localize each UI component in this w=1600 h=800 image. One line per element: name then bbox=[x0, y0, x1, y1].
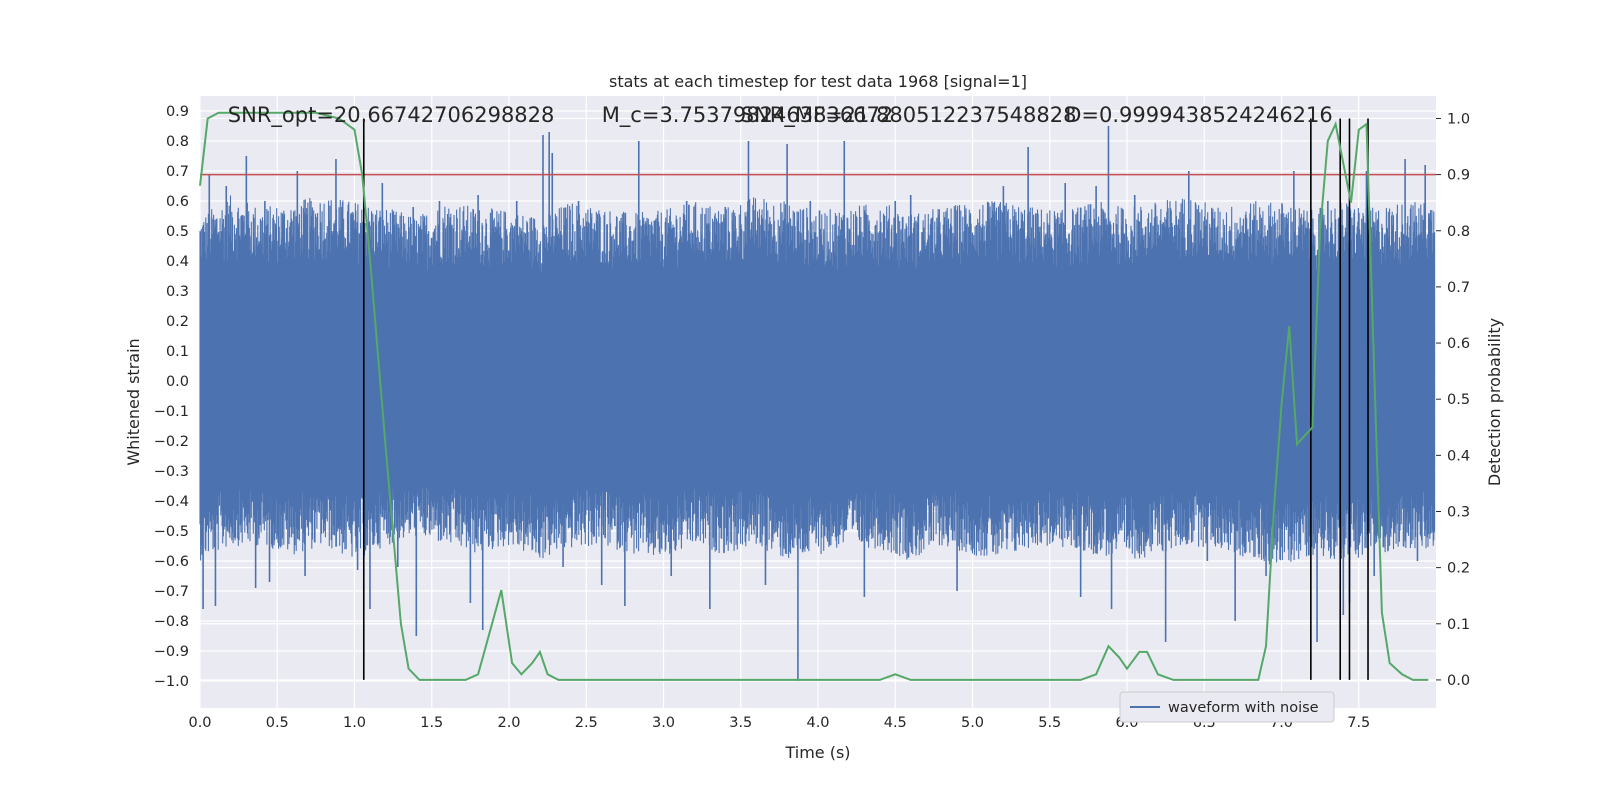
x-tick-label: 0.5 bbox=[266, 715, 289, 731]
chart-title: stats at each timestep for test data 196… bbox=[609, 72, 1027, 91]
y-left-tick-label: 0.5 bbox=[166, 224, 189, 240]
y-right-tick-label: 0.8 bbox=[1447, 224, 1470, 240]
y-left-tick-label: 0.6 bbox=[166, 194, 189, 210]
x-tick-label: 2.5 bbox=[575, 715, 598, 731]
y-right-tick-label: 0.4 bbox=[1447, 448, 1470, 464]
annotation-text: D=0.9999438524246216 bbox=[1065, 103, 1333, 127]
vertical-markers bbox=[362, 118, 1369, 680]
waveform-series bbox=[199, 126, 1436, 681]
y-right-tick-label: 0.9 bbox=[1447, 168, 1470, 184]
y-right-tick-label: 0.5 bbox=[1447, 392, 1470, 408]
annotation-text: SNR_MF=21.880512237548828 bbox=[741, 103, 1077, 128]
x-tick-label: 2.0 bbox=[497, 715, 520, 731]
x-tick-label: 0.0 bbox=[188, 715, 211, 731]
annotation-text: SNR_opt=20.66742706298828 bbox=[228, 103, 555, 128]
y-right-tick-label: 0.7 bbox=[1447, 280, 1470, 296]
y-right-tick-label: 0.3 bbox=[1447, 504, 1470, 520]
y-left-tick-label: 0.1 bbox=[166, 344, 189, 360]
y-left-tick-label: −1.0 bbox=[154, 674, 189, 690]
x-tick-label: 4.5 bbox=[884, 715, 907, 731]
y-left-tick-label: −0.9 bbox=[154, 644, 189, 660]
y-right-axis-label: Detection probability bbox=[1485, 318, 1504, 486]
x-tick-label: 5.5 bbox=[1038, 715, 1061, 731]
y-left-tick-labels: 0.9 0.8 0.7 0.6 0.5 0.4 0.3 0.2 0.1 0.0 −0.1 −0.2 −0… bbox=[154, 104, 189, 690]
y-left-tick-label: −0.6 bbox=[154, 554, 189, 570]
x-tick-label: 3.0 bbox=[652, 715, 675, 731]
y-right-tick-label: 1.0 bbox=[1447, 111, 1470, 127]
legend-box bbox=[1119, 691, 1335, 723]
y-left-tick-label: −0.1 bbox=[154, 404, 189, 420]
probability-line bbox=[199, 111, 1429, 681]
y-left-tick-label: 0.3 bbox=[166, 284, 189, 300]
y-left-tick-label: −0.4 bbox=[154, 494, 189, 510]
x-tick-label: 1.5 bbox=[420, 715, 443, 731]
y-left-tick-label: −0.7 bbox=[154, 584, 189, 600]
y-right-tick-labels: 1.0 0.9 0.8 0.7 0.6 0.5 0.4 0.3 0.2 0.1 0.0 bbox=[1436, 111, 1470, 689]
x-tick-label: 4.0 bbox=[806, 715, 829, 731]
y-left-axis-label: Whitened strain bbox=[124, 338, 143, 465]
y-left-tick-label: 0.0 bbox=[166, 374, 189, 390]
y-left-tick-label: 0.2 bbox=[166, 314, 189, 330]
y-left-tick-label: −0.2 bbox=[154, 434, 189, 450]
y-left-tick-label: 0.9 bbox=[166, 104, 189, 120]
x-tick-label: 1.0 bbox=[343, 715, 366, 731]
y-left-tick-label: 0.4 bbox=[166, 254, 189, 270]
waveform-trace bbox=[199, 195, 1436, 565]
y-right-tick-label: 0.2 bbox=[1447, 561, 1470, 577]
annotations: SNR_opt=20.66742706298828 M_c=3.753798246… bbox=[228, 103, 1333, 128]
legend: waveform with noise bbox=[1119, 691, 1335, 723]
x-tick-label: 7.5 bbox=[1347, 715, 1370, 731]
y-left-tick-label: −0.5 bbox=[154, 524, 189, 540]
y-right-tick-label: 0.1 bbox=[1447, 617, 1470, 633]
x-axis-label: Time (s) bbox=[784, 743, 850, 762]
y-left-tick-label: 0.7 bbox=[166, 164, 189, 180]
y-right-tick-label: 0.6 bbox=[1447, 336, 1470, 352]
y-left-tick-label: 0.8 bbox=[166, 134, 189, 150]
x-tick-label: 5.0 bbox=[961, 715, 984, 731]
x-tick-label: 3.5 bbox=[729, 715, 752, 731]
y-left-tick-label: −0.8 bbox=[154, 614, 189, 630]
y-right-tick-label: 0.0 bbox=[1447, 673, 1470, 689]
annotation-text: M_c=3.7537982463836672 bbox=[602, 103, 894, 128]
legend-label-waveform: waveform with noise bbox=[1168, 700, 1319, 716]
y-left-tick-label: −0.3 bbox=[154, 464, 189, 480]
x-tick-labels: 0.0 0.5 1.0 1.5 2.0 2.5 3.0 3.5 4.0 4.5 5.0 5.5 6.0 6… bbox=[188, 715, 1370, 731]
